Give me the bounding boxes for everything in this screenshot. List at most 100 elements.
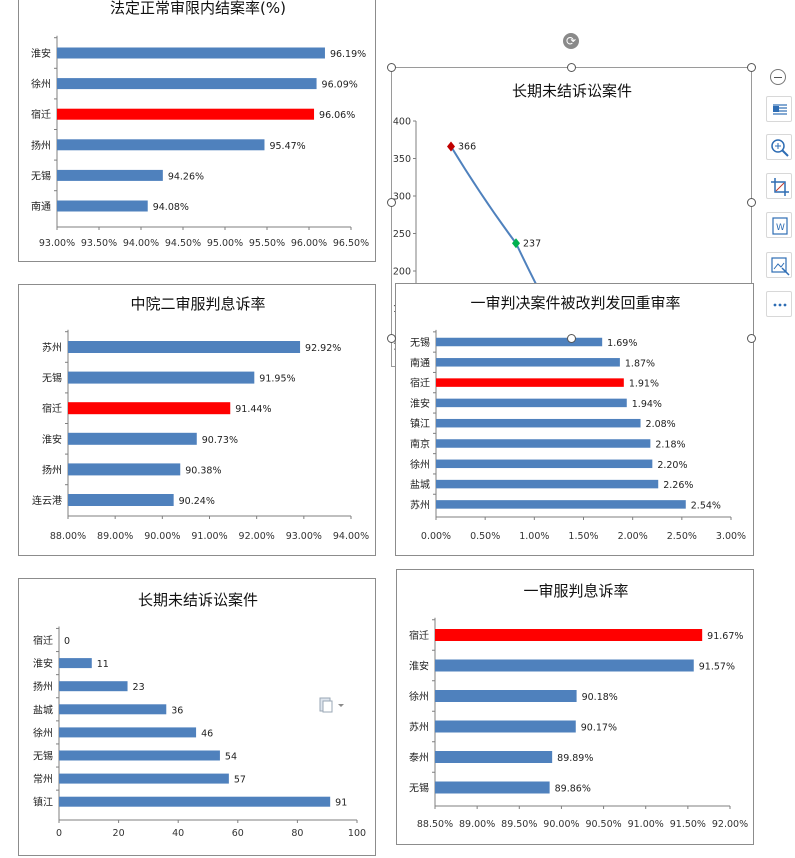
category-label: 淮安 [42, 433, 62, 446]
data-label: 96.06% [319, 110, 355, 121]
bar [59, 773, 229, 784]
x-tick-label: 1.00% [519, 531, 549, 542]
category-label: 常州 [33, 773, 53, 786]
bar [436, 439, 651, 448]
bar [68, 432, 197, 445]
data-label: 89.86% [555, 784, 591, 795]
chart-panel-long-pending-cases-bar[interactable]: 长期未结诉讼案件 0 20 40 60 80 100 宿迁 0 淮安 11 扬州 23 盐城 36 徐州 46 无… [18, 578, 376, 856]
data-label: 36 [171, 705, 183, 716]
x-tick-label: 2.50% [667, 531, 697, 542]
bar [68, 494, 174, 506]
x-tick-label: 92.00% [239, 531, 275, 542]
crop-icon[interactable] [766, 173, 792, 199]
y-tick-label: 250 [393, 229, 411, 240]
category-label: 淮安 [33, 657, 53, 670]
category-label: 苏州 [409, 721, 429, 734]
chart-svg: 中院二审服判息诉率 88.00% 89.00% 90.00% 91.00% 92.00% 9… [32, 295, 369, 542]
convert-word-icon[interactable]: W [766, 212, 792, 238]
bar [57, 78, 317, 90]
x-tick-label: 88.00% [50, 531, 86, 542]
x-tick-label: 20 [113, 828, 125, 839]
bar [57, 47, 325, 59]
data-label: 1.91% [629, 379, 659, 390]
chart-title: 长期未结诉讼案件 [138, 591, 258, 609]
category-label: 徐州 [409, 690, 429, 703]
data-label: 91.67% [707, 631, 743, 642]
category-label: 南通 [410, 356, 430, 369]
category-label: 宿迁 [31, 108, 51, 121]
x-tick-label: 90.00% [144, 531, 180, 542]
bar [435, 781, 550, 794]
bar [68, 371, 255, 384]
category-label: 淮安 [31, 47, 51, 60]
chart-panel-retrial-rate[interactable]: 一审判决案件被改判发回重审率 0.00% 0.50% 1.00% 1.50% 2.00% 2… [395, 283, 754, 556]
x-tick-label: 90.00% [543, 819, 579, 830]
image-tools-icon[interactable] [766, 252, 792, 278]
paste-options-icon[interactable] [318, 697, 348, 713]
bar [57, 200, 148, 212]
x-tick-label: 89.00% [97, 531, 133, 542]
chart-svg: 长期未结诉讼案件 0 20 40 60 80 100 宿迁 0 淮安 11 扬州 23 盐城 36 徐州 46 无… [33, 591, 366, 839]
bar [59, 796, 331, 807]
layout-options-icon[interactable] [766, 96, 792, 122]
category-label: 淮安 [409, 660, 429, 673]
resize-handle-top-center[interactable] [567, 63, 576, 72]
more-icon[interactable] [766, 291, 792, 317]
svg-text:W: W [776, 223, 785, 233]
resize-handle-middle-left[interactable] [387, 198, 396, 207]
bar [436, 358, 620, 367]
category-label: 宿迁 [410, 377, 430, 390]
x-tick-label: 95.50% [249, 238, 285, 249]
bar [436, 398, 627, 408]
x-tick-label: 92.00% [712, 819, 748, 830]
zoom-icon[interactable] [766, 134, 792, 160]
x-tick-label: 91.00% [628, 819, 664, 830]
bar [436, 378, 624, 387]
resize-handle-bottom-left[interactable] [387, 334, 396, 343]
rotate-handle-icon[interactable]: ⟳ [563, 33, 579, 49]
collapse-minus-icon[interactable] [770, 69, 786, 85]
chart-panel-appeal-acceptance-rate[interactable]: 中院二审服判息诉率 88.00% 89.00% 90.00% 91.00% 92.00% 9… [18, 284, 376, 556]
chart-panel-trial-closure-rate[interactable]: 法定正常审限内结案率(%) 93.00% 93.50% 94.00% 94.50% 95.… [18, 0, 376, 262]
x-tick-label: 60 [232, 828, 244, 839]
data-label: 94.26% [168, 171, 204, 182]
bar [436, 418, 641, 428]
resize-handle-bottom-center[interactable] [567, 334, 576, 343]
x-tick-label: 89.00% [459, 819, 495, 830]
x-tick-label: 90.50% [585, 819, 621, 830]
data-label: 0 [64, 636, 70, 647]
chart-title: 一审判决案件被改判发回重审率 [470, 294, 680, 312]
category-label: 镇江 [33, 796, 53, 809]
resize-handle-top-right[interactable] [747, 63, 756, 72]
data-label: 90.18% [582, 692, 618, 703]
x-tick-label: 93.50% [81, 238, 117, 249]
bar [68, 463, 181, 476]
data-label: 94.08% [153, 202, 189, 213]
bar [57, 108, 315, 120]
x-tick-label: 1.50% [568, 531, 598, 542]
x-tick-label: 89.50% [501, 819, 537, 830]
resize-handle-bottom-right[interactable] [747, 334, 756, 343]
category-label: 苏州 [410, 498, 430, 511]
data-label: 54 [225, 752, 237, 763]
data-label: 46 [201, 728, 213, 739]
data-label: 91.57% [699, 662, 735, 673]
data-label: 90.24% [179, 496, 215, 507]
resize-handle-middle-right[interactable] [747, 198, 756, 207]
data-label: 89.89% [557, 753, 593, 764]
bar [68, 402, 231, 415]
resize-handle-top-left[interactable] [387, 63, 396, 72]
chart-panel-first-instance-acceptance-rate[interactable]: 一审服判息诉率 88.50% 89.00% 89.50% 90.00% 90.50% 91.… [396, 569, 754, 845]
data-label: 1.87% [625, 358, 655, 369]
bar [59, 658, 92, 669]
data-label: 91.95% [259, 374, 295, 385]
x-tick-label: 100 [348, 828, 366, 839]
x-tick-label: 94.00% [123, 238, 159, 249]
bar [436, 337, 603, 347]
category-label: 苏州 [42, 341, 62, 354]
x-tick-label: 91.00% [191, 531, 227, 542]
category-label: 徐州 [33, 726, 53, 739]
y-tick-label: 350 [393, 154, 411, 165]
y-tick-label: 300 [393, 192, 411, 203]
bar [435, 629, 703, 641]
